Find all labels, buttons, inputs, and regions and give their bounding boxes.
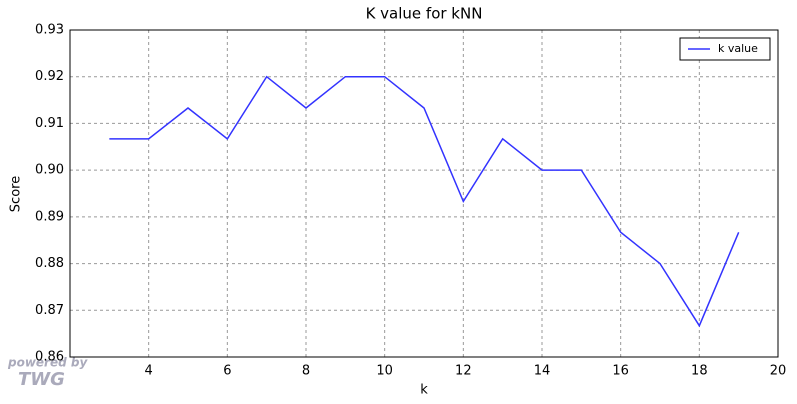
y-tick-label: 0.93 <box>35 23 64 38</box>
x-axis-label: k <box>420 383 428 398</box>
y-tick-label: 0.92 <box>35 69 64 84</box>
x-tick-label: 14 <box>534 364 551 379</box>
plot-frame <box>69 29 779 358</box>
x-tick-label: 18 <box>691 364 708 379</box>
y-tick-label: 0.87 <box>35 303 64 318</box>
y-tick-label: 0.88 <box>35 256 64 271</box>
x-tick-label: 16 <box>612 364 629 379</box>
chart-title: K value for kNN <box>366 5 483 23</box>
y-tick-label: 0.86 <box>35 350 64 365</box>
x-tick-label: 4 <box>145 364 153 379</box>
y-axis-label: Score <box>9 176 24 212</box>
x-tick-label: 6 <box>223 364 231 379</box>
watermark: powered by <box>7 356 88 370</box>
x-tick-label: 8 <box>302 364 310 379</box>
x-tick-label: 20 <box>770 364 787 379</box>
y-tick-label: 0.89 <box>35 209 64 224</box>
x-tick-label: 10 <box>376 364 393 379</box>
y-tick-label: 0.90 <box>35 163 64 178</box>
legend-box <box>679 37 771 61</box>
watermark: TWG <box>18 369 65 390</box>
x-tick-label: 12 <box>455 364 472 379</box>
y-tick-label: 0.91 <box>35 116 64 131</box>
data-line <box>109 75 740 328</box>
legend-label: k value <box>718 42 758 55</box>
